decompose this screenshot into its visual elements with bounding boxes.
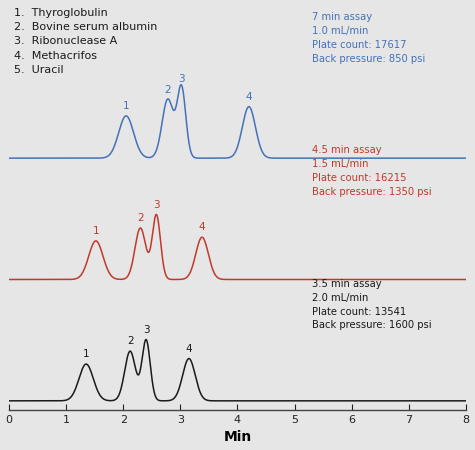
Text: 4.5 min assay: 4.5 min assay	[312, 145, 381, 155]
Text: 2: 2	[137, 213, 144, 223]
Text: 1.  Thyroglobulin
2.  Bovine serum albumin
3.  Ribonuclease A
4.  Methacrifos
5.: 1. Thyroglobulin 2. Bovine serum albumin…	[14, 8, 157, 75]
Text: 1: 1	[83, 349, 89, 359]
Text: 4: 4	[246, 92, 252, 102]
Text: Back pressure: 1600 psi: Back pressure: 1600 psi	[312, 320, 431, 330]
Text: 1.0 mL/min: 1.0 mL/min	[312, 26, 368, 36]
Text: Plate count: 13541: Plate count: 13541	[312, 306, 406, 316]
Text: Plate count: 16215: Plate count: 16215	[312, 173, 406, 183]
Text: 1: 1	[93, 226, 99, 236]
X-axis label: Min: Min	[223, 431, 252, 445]
Text: 2: 2	[127, 337, 133, 347]
Text: 4: 4	[199, 222, 205, 233]
Text: 3: 3	[178, 73, 185, 84]
Text: 1: 1	[123, 101, 129, 111]
Text: Back pressure: 1350 psi: Back pressure: 1350 psi	[312, 187, 431, 197]
Text: 2.0 mL/min: 2.0 mL/min	[312, 292, 368, 302]
Text: 3: 3	[153, 200, 160, 210]
Text: Back pressure: 850 psi: Back pressure: 850 psi	[312, 54, 425, 63]
Text: 2: 2	[164, 85, 171, 94]
Text: 4: 4	[186, 344, 192, 354]
Text: Plate count: 17617: Plate count: 17617	[312, 40, 406, 50]
Text: 3: 3	[143, 325, 150, 335]
Text: 7 min assay: 7 min assay	[312, 12, 372, 22]
Text: 1.5 mL/min: 1.5 mL/min	[312, 159, 368, 169]
Text: 3.5 min assay: 3.5 min assay	[312, 279, 381, 288]
